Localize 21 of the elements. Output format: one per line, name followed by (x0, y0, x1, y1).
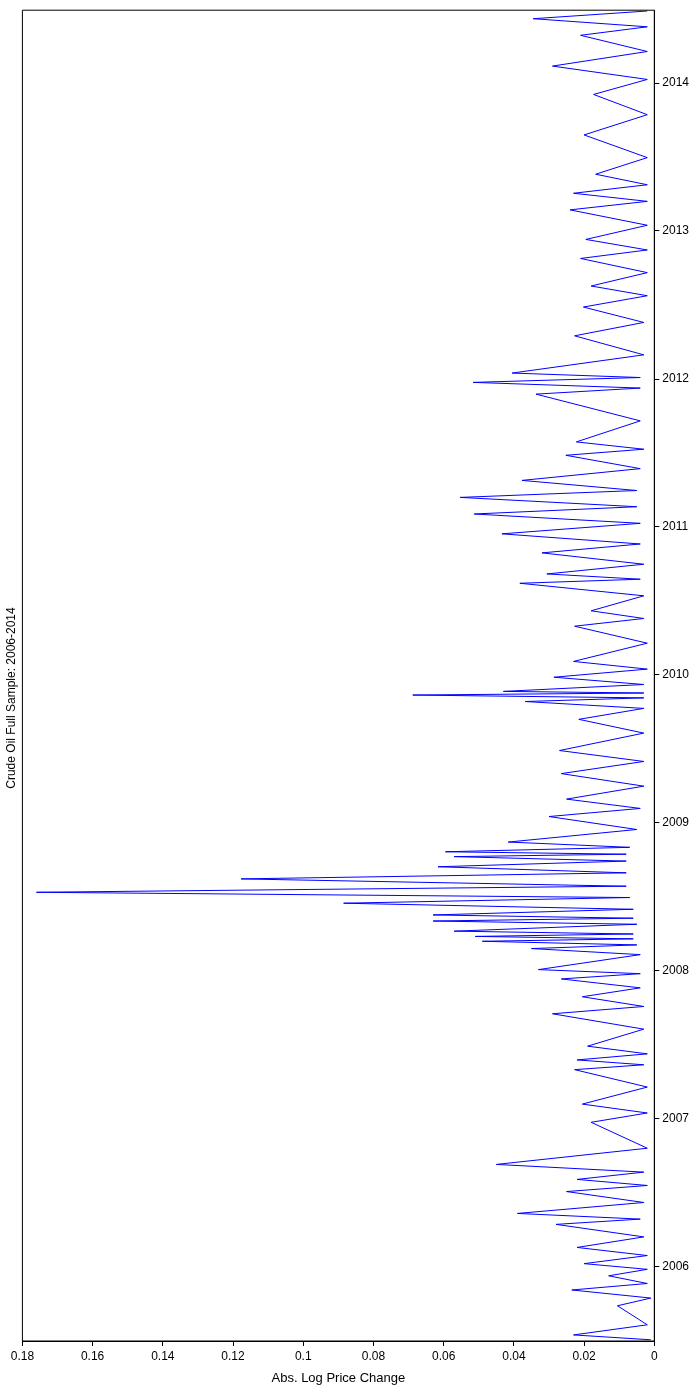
x-tick-label: 0.08 (361, 1348, 386, 1363)
y-tick-label: 2010 (662, 667, 690, 682)
x-tick-label: 0.16 (80, 1348, 105, 1363)
x-tick-label: 0.1 (294, 1348, 312, 1363)
y-tick-label: 2008 (662, 963, 690, 978)
x-tick-label: 0.12 (221, 1348, 246, 1363)
text: Crude Oil Full Sample: 2006-2014 (3, 606, 18, 789)
y-tick-label: 2006 (662, 1258, 690, 1273)
x-tick-label: 0.14 (151, 1348, 175, 1363)
x-tick-label: 0.06 (431, 1348, 456, 1363)
y-tick-label: 2013 (662, 223, 690, 238)
y-tick-label: 2012 (662, 371, 690, 386)
x-axis-title: Abs. Log Price Change (271, 1369, 406, 1385)
y-tick-label: 2007 (662, 1110, 690, 1125)
x-tick-label: 0 (650, 1348, 658, 1363)
y-tick-label: 2011 (662, 519, 689, 534)
y-tick-label: 2014 (662, 75, 690, 90)
x-tick-label: 0.18 (10, 1348, 35, 1363)
y-tick-label: 2009 (662, 814, 690, 829)
x-tick-label: 0.02 (572, 1348, 597, 1363)
x-tick-label: 0.04 (502, 1348, 526, 1363)
